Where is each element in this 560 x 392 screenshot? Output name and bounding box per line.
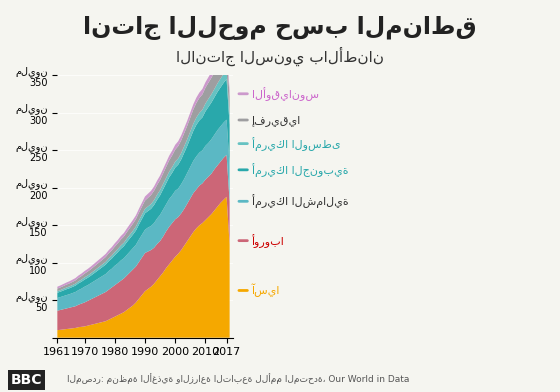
Text: إفريقيا: إفريقيا — [252, 114, 301, 125]
Text: أمريكا الوسطى: أمريكا الوسطى — [252, 137, 340, 151]
Text: المصدر: منظمة الأغذية والزراعة التابعة للأمم المتحدة، Our World in Data: المصدر: منظمة الأغذية والزراعة التابعة ل… — [67, 373, 409, 384]
Text: آسيا: آسيا — [252, 284, 281, 297]
Text: أمريكا الجنوبية: أمريكا الجنوبية — [252, 163, 348, 177]
Text: BBC: BBC — [11, 373, 43, 387]
Text: الانتاج السنوي بالأطنان: الانتاج السنوي بالأطنان — [176, 47, 384, 66]
Text: انتاج اللحوم حسب المناطق: انتاج اللحوم حسب المناطق — [83, 16, 477, 40]
Text: أوروبا: أوروبا — [252, 234, 284, 248]
Text: أمريكا الشمالية: أمريكا الشمالية — [252, 194, 348, 208]
Text: الأوقيانوس: الأوقيانوس — [252, 87, 319, 101]
